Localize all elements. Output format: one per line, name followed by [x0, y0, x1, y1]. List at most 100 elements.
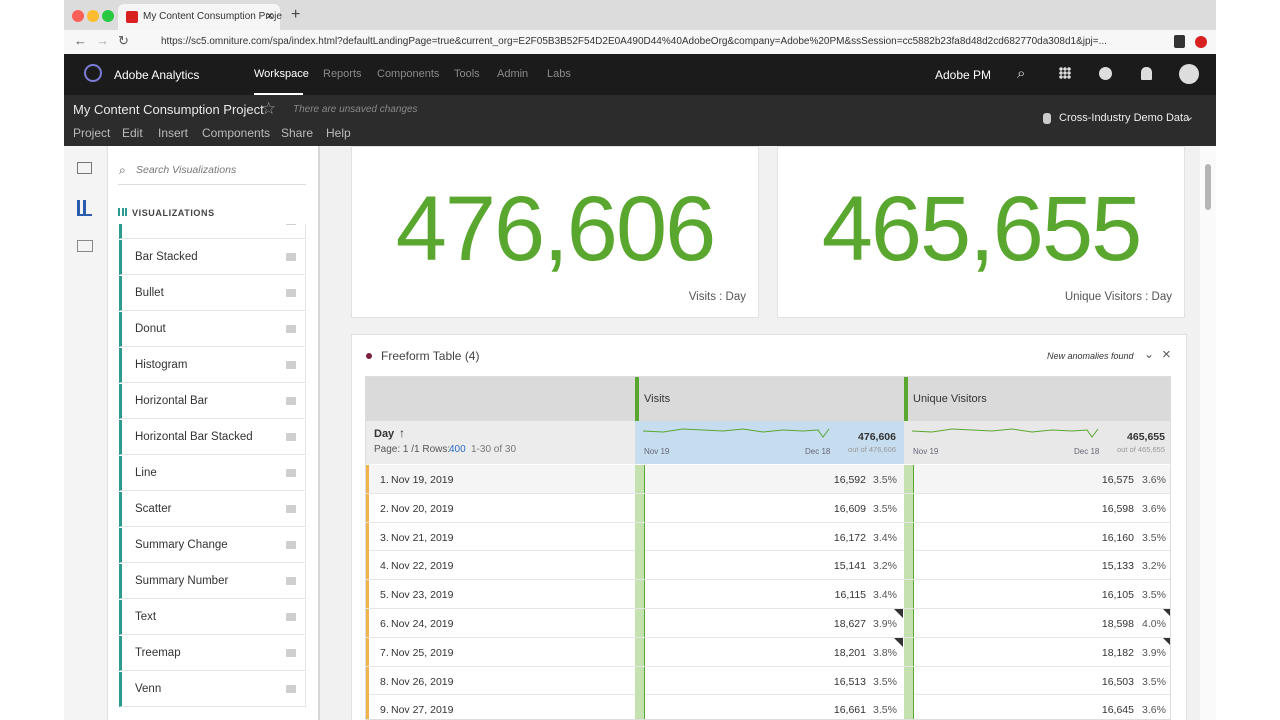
visualization-item[interactable]: Summary Change [119, 528, 306, 563]
nav-link[interactable]: Components [377, 68, 440, 80]
table-row[interactable]: 2. Nov 20, 2019 16,609 3.5% 16,598 3.6% [366, 493, 1170, 523]
table-row[interactable]: 3. Nov 21, 2019 16,172 3.4% 16,160 3.5% [366, 522, 1170, 552]
summary-card: 465,655 Unique Visitors : Day [777, 146, 1185, 318]
row-index: 5. [380, 589, 389, 602]
visualization-item[interactable]: Horizontal Bar [119, 384, 306, 419]
collapse-button[interactable]: ⌄ [1144, 347, 1155, 361]
visualization-item[interactable]: Treemap [119, 636, 306, 671]
anomaly-flag[interactable] [894, 637, 903, 647]
visualization-item[interactable]: Bullet [119, 276, 306, 311]
menu-item[interactable]: Insert [158, 126, 189, 140]
visualization-item[interactable]: Summary Number [119, 564, 306, 599]
extension-icon[interactable] [1195, 36, 1207, 48]
company[interactable]: Adobe PM [935, 68, 992, 82]
column-grip[interactable] [635, 377, 639, 421]
visualization-item[interactable]: Horizontal Bar Stacked [119, 420, 306, 455]
components-tab[interactable] [77, 240, 93, 252]
visualization-item[interactable]: Bar Stacked [119, 240, 306, 275]
panels-tab[interactable] [77, 162, 92, 174]
report-suite[interactable]: Cross-Industry Demo Data [1059, 112, 1190, 124]
close-panel[interactable]: × [1162, 346, 1171, 363]
browser-tab[interactable]: My Content Consumption Proje × [118, 4, 282, 30]
new-tab[interactable]: + [291, 6, 301, 23]
row-date: Nov 25, 2019 [391, 646, 454, 659]
visualization-item[interactable]: Scatter [119, 492, 306, 527]
reload-button[interactable]: ↻ [118, 33, 129, 48]
table-row[interactable]: 6. Nov 24, 2019 18,627 3.9% 18,598 4.0% [366, 609, 1170, 638]
nav-link[interactable]: Tools [454, 68, 480, 80]
column-name[interactable]: Visits [644, 393, 671, 405]
back-button[interactable]: ← [74, 33, 87, 48]
range-start: Nov 19 [913, 447, 939, 456]
row-index: 3. [380, 531, 389, 544]
visualization-item[interactable]: Line [119, 456, 306, 491]
menu-item[interactable]: Edit [122, 126, 143, 140]
visualization-item[interactable]: Bar [119, 224, 306, 239]
column-grip[interactable] [904, 377, 908, 421]
cell-value: 18,182 [1101, 646, 1134, 659]
forward-button[interactable]: → [96, 33, 109, 48]
app-logo[interactable] [84, 64, 102, 82]
table-row[interactable]: 4. Nov 22, 2019 15,141 3.2% 15,133 3.2% [366, 551, 1170, 581]
table-row[interactable]: 7. Nov 25, 2019 18,201 3.8% 18,182 3.9% [366, 637, 1170, 667]
section-title: VISUALIZATIONS [132, 208, 215, 218]
project-title[interactable]: My Content Consumption Project [73, 102, 264, 117]
anomaly-flag[interactable] [1163, 609, 1170, 618]
row-range: 1-30 of 30 [471, 444, 517, 455]
nav-link[interactable]: Reports [323, 68, 362, 80]
rows-per-page[interactable]: 400 [449, 444, 466, 455]
scroll-thumb[interactable] [1205, 164, 1211, 210]
visualization-name: Horizontal Bar [135, 395, 208, 407]
favorite-star[interactable]: ☆ [261, 99, 277, 118]
table-row[interactable]: 9. Nov 27, 2019 16,661 3.5% 16,645 3.6% [366, 695, 1170, 719]
apps-icon[interactable] [1059, 67, 1071, 79]
table-row[interactable]: 5. Nov 23, 2019 16,115 3.4% 16,105 3.5% [366, 580, 1170, 609]
visualizations-tab[interactable] [77, 200, 92, 216]
visualization-item[interactable]: Histogram [119, 348, 306, 383]
search-input[interactable]: Search Visualizations [136, 164, 237, 176]
anomaly-flag[interactable] [1163, 637, 1170, 647]
dimension-name[interactable]: Day [374, 428, 395, 440]
url[interactable]: https://sc5.omniture.com/spa/index.html?… [161, 36, 1107, 47]
visualization-icon [286, 325, 296, 333]
visualization-item[interactable]: Venn [119, 672, 306, 707]
cell-percent: 3.4% [873, 589, 897, 602]
cell-bar [904, 695, 914, 719]
profile-icon[interactable] [1179, 64, 1199, 84]
column-name[interactable]: Unique Visitors [913, 393, 987, 405]
cell-bar [635, 522, 645, 551]
table-row[interactable]: 8. Nov 26, 2019 16,513 3.5% 16,503 3.5% [366, 666, 1170, 696]
anomaly-flag[interactable] [894, 609, 903, 618]
visualization-name: Venn [135, 683, 162, 695]
visualization-item[interactable]: Donut [119, 312, 306, 347]
table-row[interactable]: 1. Nov 19, 2019 16,592 3.5% 16,575 3.6% [366, 465, 1170, 494]
notifications-icon[interactable] [1141, 67, 1152, 80]
visualization-icon [286, 433, 296, 441]
report-suite-dropdown[interactable]: ⌄ [1185, 111, 1195, 123]
app-name[interactable]: Adobe Analytics [114, 68, 200, 82]
menu-item[interactable]: Project [73, 126, 111, 140]
visualization-name: Scatter [135, 503, 172, 515]
cell-bar [904, 465, 914, 493]
nav-link[interactable]: Labs [547, 68, 571, 80]
menu-item[interactable]: Components [202, 126, 271, 140]
menu-item[interactable]: Share [281, 126, 314, 140]
cell-bar [635, 465, 645, 493]
visualization-item[interactable]: Text [119, 600, 306, 635]
tab-close[interactable]: × [266, 8, 274, 23]
help-icon[interactable] [1099, 67, 1112, 80]
sort-arrow[interactable]: ↑ [399, 426, 405, 440]
nav-link[interactable]: Workspace [254, 68, 309, 80]
favicon [126, 11, 138, 23]
extension-icon[interactable] [1174, 35, 1185, 48]
panel-title[interactable]: Freeform Table (4) [381, 349, 480, 363]
anomaly-notice[interactable]: New anomalies found [1047, 351, 1134, 361]
row-marker [366, 465, 369, 493]
maximize-window[interactable] [102, 10, 114, 22]
search-icon[interactable]: ⌕ [1017, 65, 1026, 82]
nav-link[interactable]: Admin [497, 68, 529, 80]
menu-item[interactable]: Help [326, 126, 351, 140]
close-window[interactable] [72, 10, 84, 22]
minimize-window[interactable] [87, 10, 99, 22]
visualization-icon [286, 505, 296, 513]
